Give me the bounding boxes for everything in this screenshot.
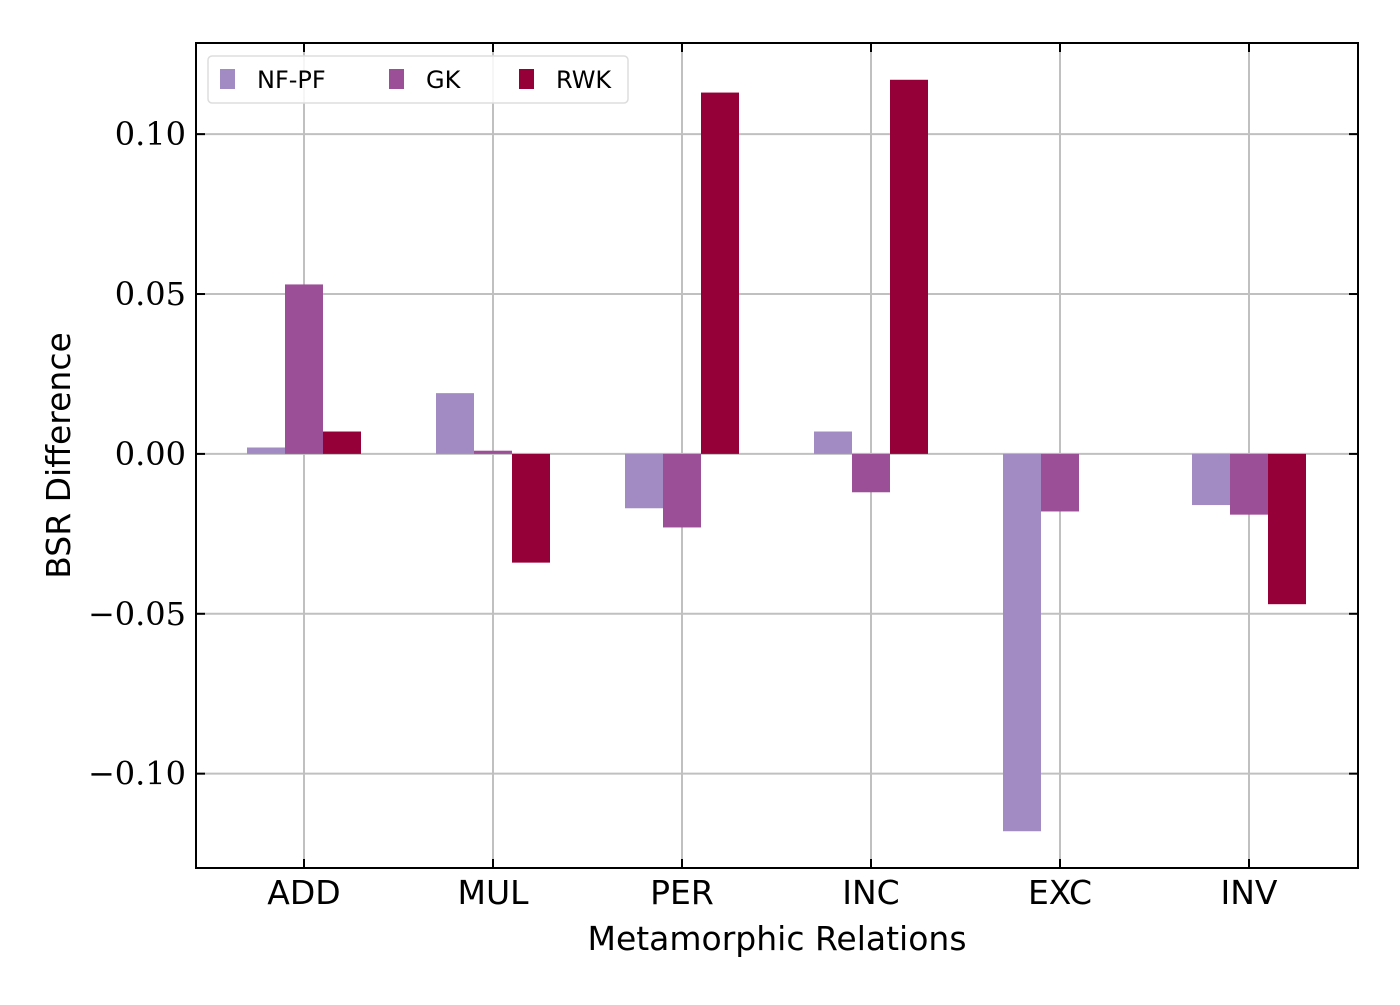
bar bbox=[436, 393, 474, 454]
legend-swatch bbox=[519, 69, 534, 89]
x-tick-label: ADD bbox=[267, 873, 340, 912]
x-axis-title: Metamorphic Relations bbox=[587, 919, 966, 958]
bar bbox=[247, 447, 285, 454]
x-tick-label: PER bbox=[650, 873, 714, 912]
legend-box bbox=[207, 55, 629, 104]
y-tick-label: −0.10 bbox=[88, 755, 186, 793]
bar bbox=[890, 79, 928, 454]
bar bbox=[701, 92, 739, 454]
x-tick-label: INV bbox=[1221, 873, 1278, 912]
axes-layer: 0.10 0.05 0.00 −0.05 −0.10 ADD MUL PER INC EXC INV bbox=[88, 42, 1359, 912]
plot-frame bbox=[195, 42, 1359, 869]
legend-label: RWK bbox=[556, 66, 612, 94]
bar bbox=[1003, 453, 1041, 832]
y-axis-title: BSR Difference bbox=[39, 332, 78, 579]
grid-layer bbox=[196, 43, 1358, 868]
legend-swatch bbox=[389, 69, 404, 89]
bar bbox=[852, 453, 890, 493]
legend-swatch bbox=[220, 69, 235, 89]
bar bbox=[474, 450, 512, 454]
x-tick-label: INC bbox=[842, 873, 899, 912]
legend: NF-PF GK RWK bbox=[207, 55, 629, 104]
legend-label: NF-PF bbox=[257, 66, 326, 94]
y-tick-label: −0.05 bbox=[88, 595, 186, 633]
legend-label: GK bbox=[426, 66, 462, 94]
y-tick-label: 0.10 bbox=[115, 115, 186, 153]
y-tick-label: 0.00 bbox=[115, 435, 186, 473]
x-tick-label: MUL bbox=[457, 873, 529, 912]
y-tick-label: 0.05 bbox=[115, 275, 186, 313]
x-tick-label: EXC bbox=[1028, 873, 1092, 912]
bar bbox=[814, 431, 852, 454]
bars-layer bbox=[247, 79, 1306, 832]
bar bbox=[1192, 453, 1230, 506]
bar bbox=[1041, 453, 1079, 512]
bar bbox=[285, 284, 323, 454]
bar bbox=[323, 431, 361, 454]
bar bbox=[625, 453, 663, 509]
bar bbox=[1230, 453, 1268, 515]
bar bbox=[1268, 453, 1306, 605]
bar bbox=[512, 453, 550, 563]
bar bbox=[663, 453, 701, 528]
